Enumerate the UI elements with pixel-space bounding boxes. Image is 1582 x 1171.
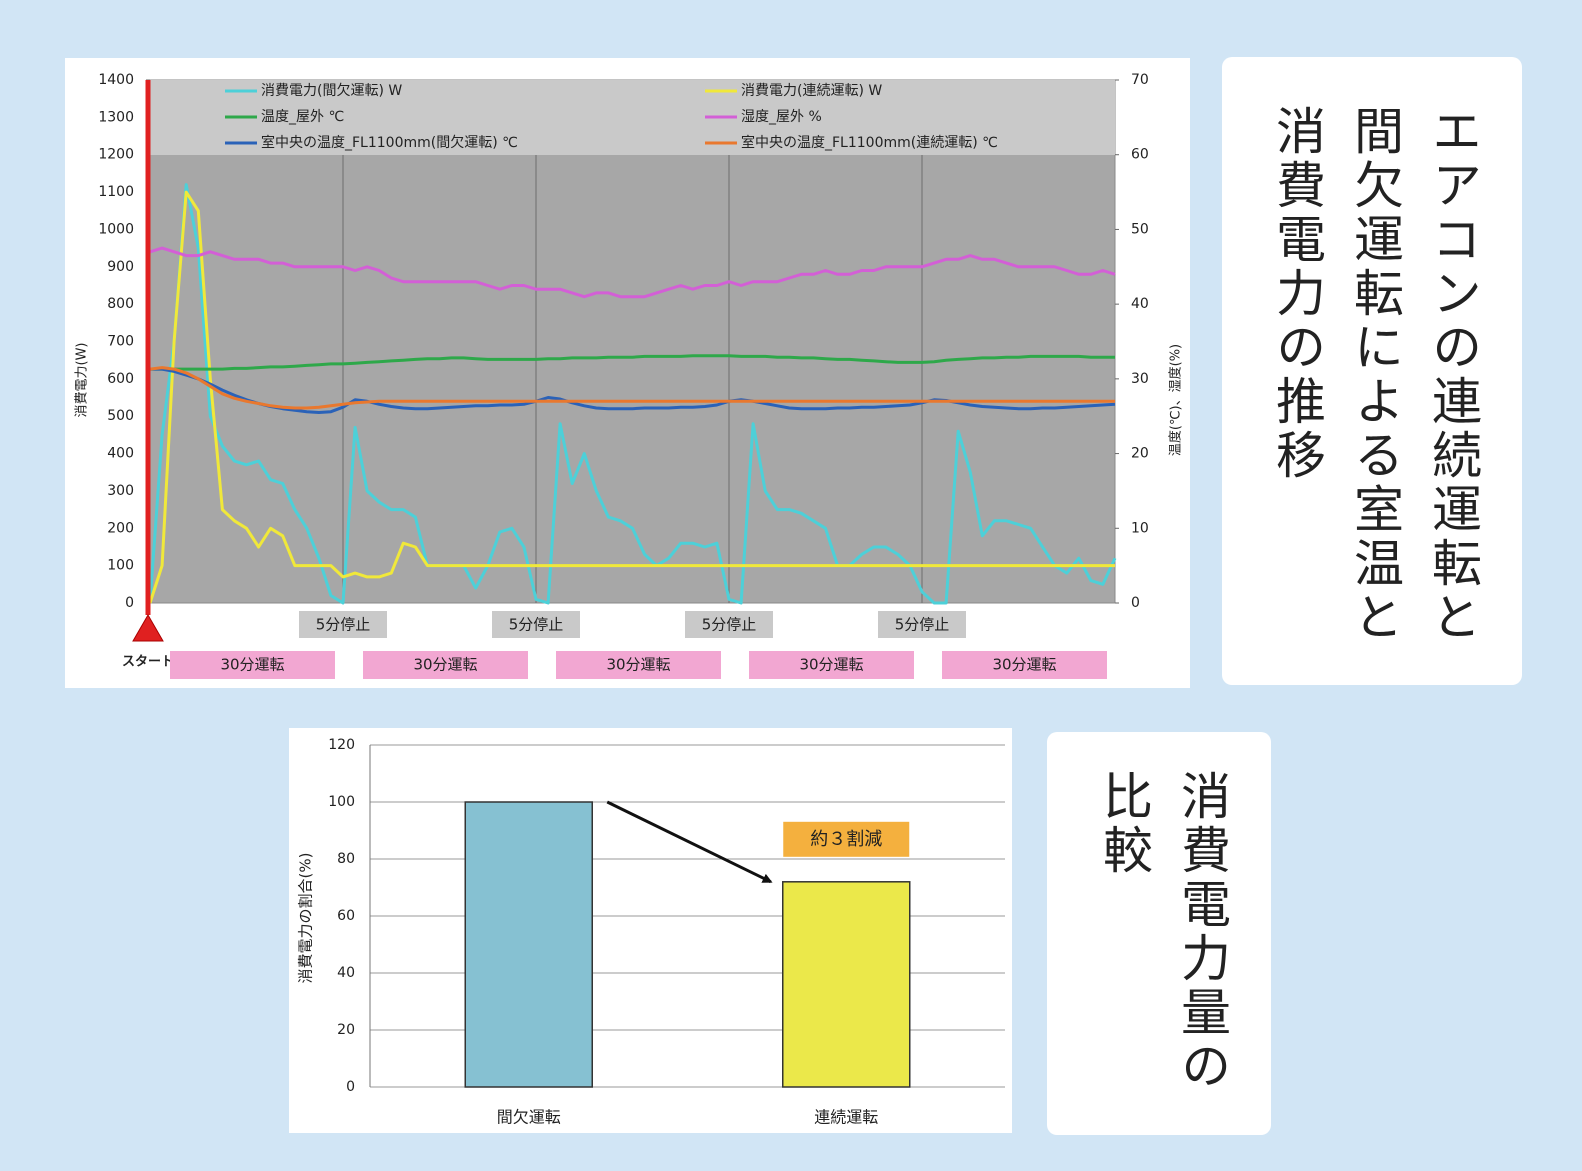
y-tick-label: 20 — [337, 1022, 355, 1038]
y-tick-label: 500 — [107, 408, 134, 424]
y-tick-label: 1100 — [98, 184, 134, 200]
annotation-box — [783, 821, 910, 857]
legend-label: 温度_屋外 ℃ — [261, 109, 344, 125]
run-label: 30分運転 — [413, 656, 477, 674]
y-tick-label: 1200 — [98, 147, 134, 163]
y-tick-label: 1000 — [98, 221, 134, 237]
run-label: 30分運転 — [992, 656, 1056, 674]
series-line — [150, 354, 1115, 371]
legend-label: 消費電力(連続運転) W — [741, 82, 882, 99]
title-box: 消費電力量の比較 — [1047, 732, 1271, 1135]
legend-label: 消費電力(間欠運転) W — [261, 83, 402, 99]
y-tick-label: 120 — [328, 737, 355, 753]
y-tick-label: 100 — [107, 558, 134, 574]
title-box: エアコンの連続運転と間欠運転による室温と消費電力の推移 — [1222, 57, 1522, 685]
y-tick-label: 1300 — [98, 109, 134, 125]
run-label: 30分運転 — [220, 656, 284, 674]
y-tick-label: 60 — [337, 908, 355, 924]
stop-box — [492, 611, 580, 638]
legend-label: 湿度_屋外 % — [741, 109, 822, 125]
y2-tick-label: 10 — [1131, 520, 1149, 536]
bar — [782, 881, 911, 1088]
y-tick-label: 600 — [107, 371, 134, 387]
bar — [464, 801, 593, 1088]
run-box — [942, 651, 1107, 679]
y2-tick-label: 70 — [1131, 72, 1149, 88]
y-tick-label: 1400 — [98, 72, 134, 88]
run-label: 30分運転 — [799, 656, 863, 674]
run-box — [749, 651, 914, 679]
run-label: 30分運転 — [606, 656, 670, 674]
legend-label: 室中央の温度_FL1100mm(連続運転) ℃ — [741, 134, 998, 151]
y-tick-label: 0 — [346, 1079, 355, 1095]
run-box — [556, 651, 721, 679]
stop-label: 5分停止 — [509, 616, 564, 634]
y2-tick-label: 30 — [1131, 371, 1149, 387]
plot-area — [149, 79, 1116, 604]
legend-label: 室中央の温度_FL1100mm(間欠運転) ℃ — [261, 134, 518, 151]
stop-label: 5分停止 — [316, 616, 371, 634]
series-line — [148, 190, 1115, 604]
stop-label: 5分停止 — [895, 616, 950, 634]
y2-tick-label: 50 — [1131, 221, 1149, 237]
chart-title: 消費電力量の比較 — [1095, 770, 1231, 1094]
stop-label: 5分停止 — [702, 616, 757, 634]
y-tick-label: 700 — [107, 334, 134, 350]
legend-box — [150, 80, 1115, 155]
series-line — [149, 366, 1115, 410]
start-label: スタート — [122, 655, 174, 670]
run-box — [363, 651, 528, 679]
y2-axis-label: 温度(℃)、湿度(%) — [1168, 344, 1184, 456]
y2-tick-label: 20 — [1131, 446, 1149, 462]
y-tick-label: 200 — [107, 520, 134, 536]
x-tick-label: 連続運転 — [814, 1108, 878, 1127]
arrow — [606, 800, 773, 884]
y-axis-label: 消費電力(W) — [75, 343, 90, 418]
y2-tick-label: 0 — [1131, 595, 1140, 611]
x-tick-label: 間欠運転 — [497, 1108, 561, 1127]
stop-box — [685, 611, 773, 638]
series-line — [149, 246, 1116, 299]
y-tick-label: 800 — [107, 296, 134, 312]
stop-box — [299, 611, 387, 638]
y-tick-label: 40 — [337, 965, 355, 981]
stop-box — [878, 611, 966, 638]
y-tick-label: 80 — [337, 851, 355, 867]
y-tick-label: 100 — [328, 794, 355, 810]
y-axis-label: 消費電力の割合(%) — [297, 853, 315, 984]
y2-tick-label: 60 — [1131, 147, 1149, 163]
run-box — [170, 651, 335, 679]
chart-title: エアコンの連続運転と間欠運転による室温と消費電力の推移 — [1268, 105, 1482, 645]
series-line — [148, 183, 1117, 605]
y2-tick-label: 40 — [1131, 296, 1149, 312]
y-tick-label: 0 — [125, 595, 134, 611]
annotation: 約３割減 — [810, 829, 882, 850]
start-marker — [132, 613, 164, 642]
y-tick-label: 400 — [107, 446, 134, 462]
y-tick-label: 900 — [107, 259, 134, 275]
y-tick-label: 300 — [107, 483, 134, 499]
